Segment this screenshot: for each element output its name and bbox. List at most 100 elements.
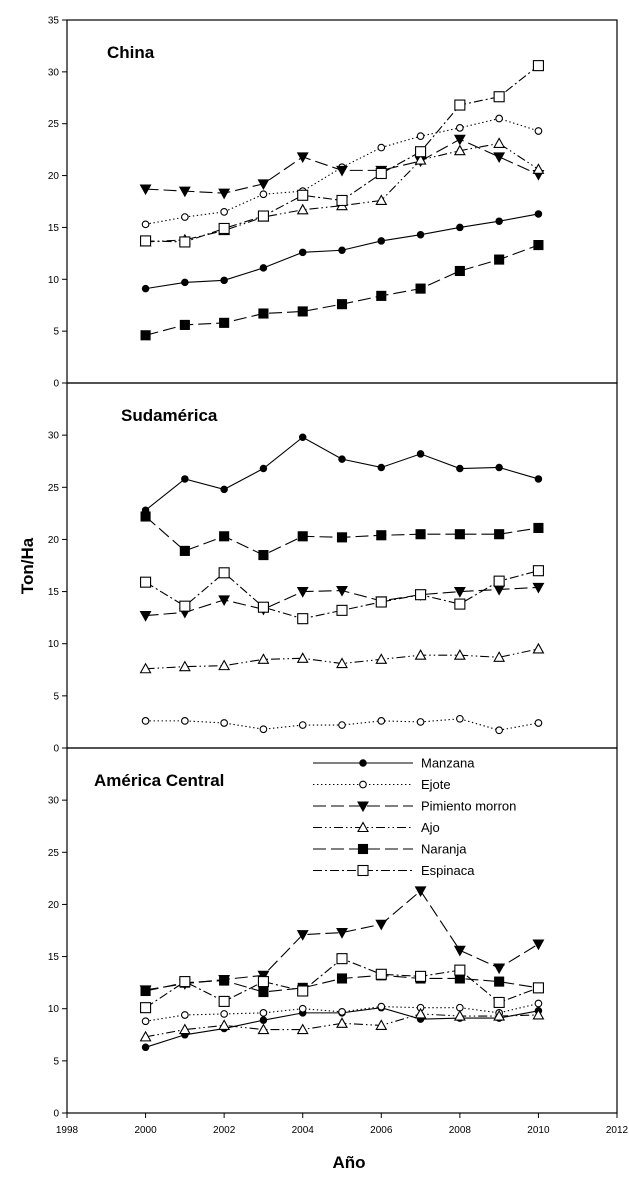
data-point [218, 222, 230, 235]
data-point [494, 254, 505, 265]
data-point [140, 511, 151, 522]
legend-marker [357, 801, 369, 813]
data-point [298, 1004, 307, 1013]
data-point [415, 529, 426, 540]
series-ejote [141, 714, 543, 735]
y-tick-label: 15 [48, 587, 60, 598]
data-point [141, 220, 150, 229]
series-espinaca [140, 60, 544, 248]
series-manzana [141, 433, 543, 514]
panel-title: China [107, 43, 155, 62]
series-line [145, 65, 539, 243]
data-point [534, 127, 543, 135]
data-point [298, 721, 307, 729]
y-tick-label: 20 [48, 535, 60, 546]
data-point [259, 1009, 268, 1017]
series-naranja [140, 511, 544, 561]
data-point [338, 455, 346, 463]
data-point [139, 184, 152, 196]
data-point [493, 1009, 506, 1021]
legend-entry-naranja: Naranja [313, 842, 467, 857]
data-point [532, 163, 545, 174]
data-point [414, 649, 427, 660]
data-point [336, 657, 348, 669]
data-point [219, 975, 230, 986]
data-point [493, 137, 506, 148]
data-point [493, 963, 506, 975]
data-point [336, 299, 348, 310]
data-point [532, 939, 545, 951]
data-point [218, 595, 231, 607]
data-point [377, 1002, 386, 1011]
data-point [532, 1008, 545, 1020]
data-point [181, 475, 189, 483]
y-tick-label: 10 [48, 1004, 60, 1015]
legend-marker [359, 759, 367, 767]
data-point [257, 653, 270, 664]
data-point [179, 976, 191, 988]
data-point [297, 189, 309, 201]
data-point [494, 529, 505, 540]
data-point [338, 246, 346, 254]
data-point [453, 144, 466, 156]
legend-entry-manzana: Manzana [313, 756, 475, 771]
data-point [534, 999, 543, 1008]
x-tick-label: 2000 [134, 1125, 157, 1136]
data-point [456, 714, 464, 723]
series-ejote [141, 999, 543, 1026]
data-point [495, 217, 503, 225]
y-tick-label: 30 [48, 431, 60, 442]
y-tick-label: 0 [53, 744, 59, 755]
data-point [141, 1043, 150, 1052]
y-tick-label: 15 [48, 952, 60, 963]
x-tick-label: 1998 [56, 1125, 79, 1136]
data-point [259, 264, 268, 272]
legend-label: Espinaca [421, 863, 475, 878]
data-point [297, 985, 309, 997]
data-point [296, 652, 309, 663]
legend-marker [357, 864, 369, 877]
y-axis-title: Ton/Ha [18, 537, 37, 594]
y-tick-label: 30 [48, 796, 60, 807]
data-point [336, 1017, 348, 1028]
y-tick-label: 25 [48, 483, 60, 494]
x-tick-label: 2008 [449, 1125, 472, 1136]
y-tick-label: 10 [48, 275, 60, 286]
y-tick-label: 25 [48, 848, 60, 859]
data-point [416, 450, 425, 458]
data-point [338, 1007, 346, 1016]
data-point [178, 186, 191, 198]
panel-title: Sudamérica [121, 406, 218, 425]
series-line [145, 436, 539, 511]
data-point [375, 596, 387, 608]
data-point [259, 464, 268, 473]
data-point [297, 306, 308, 317]
series-manzana [141, 210, 543, 293]
data-point [456, 124, 464, 132]
data-point [258, 308, 269, 319]
data-point [493, 91, 505, 103]
data-point [218, 567, 230, 579]
data-point [493, 584, 506, 596]
data-point [296, 203, 309, 215]
data-point [257, 179, 270, 191]
data-point [218, 188, 231, 200]
data-point [416, 230, 425, 239]
y-tick-label: 20 [48, 171, 60, 182]
data-point [140, 235, 152, 247]
data-point [179, 319, 190, 330]
panel-china: 0 5 10 15 20 25 30 35 China [48, 16, 618, 390]
data-point [179, 236, 191, 248]
data-point [375, 653, 388, 664]
series-pimiento-morron [139, 134, 545, 200]
series-espinaca [140, 565, 544, 625]
legend-label: Manzana [421, 756, 475, 771]
data-point [219, 531, 230, 542]
data-point [181, 278, 189, 287]
legend-marker [359, 780, 367, 789]
data-point [258, 550, 269, 561]
data-point [453, 587, 466, 598]
data-point [453, 945, 466, 957]
data-point [534, 210, 543, 218]
